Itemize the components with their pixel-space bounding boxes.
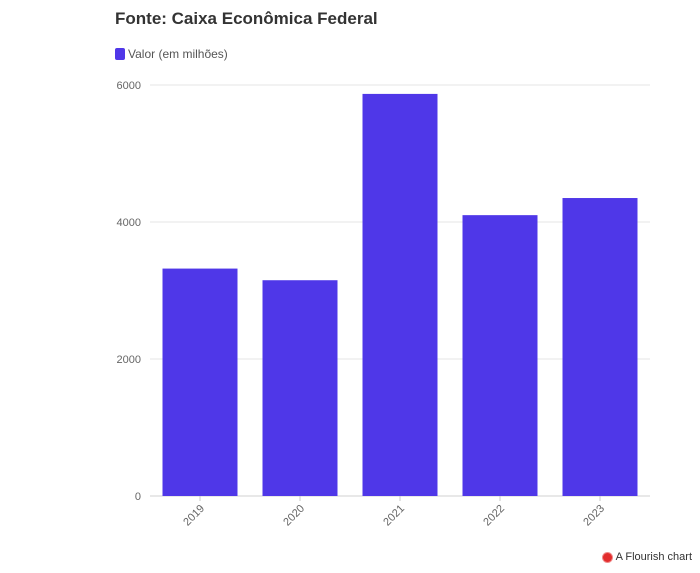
- bar-2023: [562, 198, 638, 496]
- y-tick-label: 0: [135, 491, 141, 503]
- bar-2022: [462, 215, 538, 496]
- bar-2020: [262, 280, 338, 496]
- legend: Valor (em milhões): [115, 47, 228, 61]
- y-tick-label: 2000: [117, 354, 141, 366]
- y-tick-label: 6000: [117, 80, 141, 92]
- x-tick-label: 2021: [381, 503, 407, 529]
- y-tick-label: 4000: [117, 217, 141, 229]
- legend-swatch: [115, 48, 125, 60]
- legend-label: Valor (em milhões): [128, 47, 228, 61]
- x-tick-label: 2019: [181, 503, 207, 529]
- x-tick-label: 2020: [281, 503, 307, 529]
- chart-title: Fonte: Caixa Econômica Federal: [115, 9, 378, 28]
- flourish-credit-label: A Flourish chart: [615, 551, 692, 563]
- bar-2019: [162, 268, 238, 496]
- x-tick-label: 2023: [581, 503, 607, 529]
- flourish-icon: [602, 552, 612, 562]
- x-tick-label: 2022: [481, 503, 507, 529]
- bar-2021: [362, 93, 438, 496]
- flourish-credit[interactable]: A Flourish chart: [602, 551, 692, 563]
